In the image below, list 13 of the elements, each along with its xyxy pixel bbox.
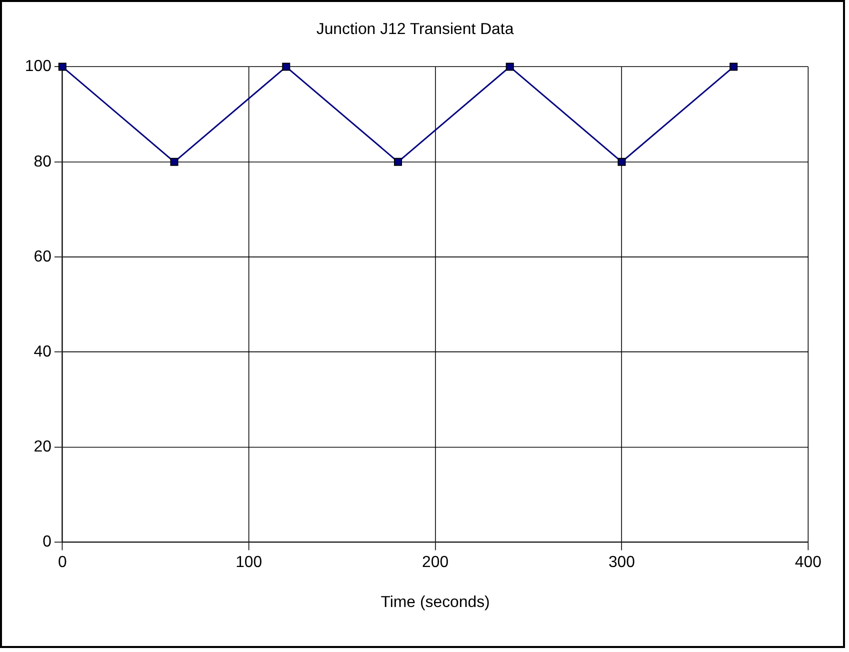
x-tick-label: 0 <box>58 554 67 572</box>
y-tick-label: 100 <box>24 58 52 76</box>
y-tick-label: 0 <box>42 534 52 551</box>
y-tick-label: 40 <box>34 343 52 360</box>
x-tick-label: 300 <box>608 554 636 572</box>
chart-title: Junction J12 Transient Data <box>316 20 514 38</box>
y-tick-label: 80 <box>34 153 52 170</box>
y-tick-label: 60 <box>34 248 52 266</box>
x-tick-label: 200 <box>422 554 449 572</box>
y-tick-label: 20 <box>34 438 52 456</box>
x-axis-title: Time (seconds) <box>380 594 490 612</box>
x-tick-label: 100 <box>236 554 262 572</box>
x-tick-label: 400 <box>794 554 822 572</box>
